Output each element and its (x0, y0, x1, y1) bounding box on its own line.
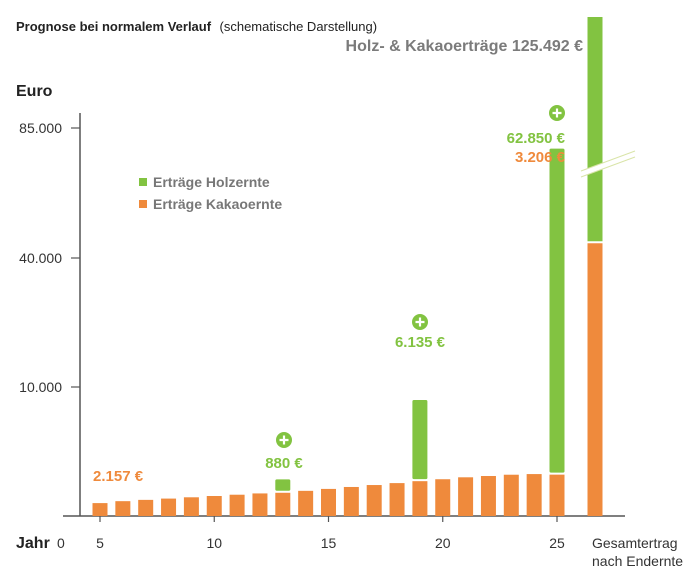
bar-cocoa (412, 481, 428, 516)
bar-cocoa (389, 483, 405, 516)
legend-label-wood: Erträge Holzernte (153, 174, 270, 190)
bar-cocoa (321, 488, 336, 516)
bar-cocoa (503, 474, 519, 516)
x-ticks: 5 10 15 20 25 (96, 516, 565, 551)
x-tick-label: 20 (435, 535, 451, 551)
bar-wood (275, 479, 291, 491)
label-cocoa-25: 3.206 € (515, 149, 566, 166)
legend-label-cocoa: Erträge Kakaoernte (153, 196, 282, 212)
bar-cocoa (183, 497, 199, 516)
total-category-label-line2: nach Endernte (592, 553, 683, 569)
bar-cocoa (435, 479, 451, 516)
bar-wood (549, 148, 565, 473)
legend: Erträge Holzernte Erträge Kakaoernte (139, 174, 282, 212)
bar-cocoa (92, 503, 108, 516)
x-tick-label: 25 (549, 535, 565, 551)
label-total: Holz- & Kakaoerträge 125.492 € (346, 38, 584, 55)
x-tick-label: 15 (321, 535, 337, 551)
axis-break-line (580, 156, 636, 178)
y-tick-label: 40.000 (19, 250, 62, 266)
chart-title-bold: Prognose bei normalem Verlauf (16, 19, 212, 34)
x-tick-label: 5 (96, 535, 104, 551)
bar-cocoa (298, 490, 314, 516)
plus-icon (549, 105, 565, 121)
bar-cocoa (526, 474, 542, 516)
bar-cocoa (229, 494, 245, 516)
bar-cocoa (366, 485, 382, 516)
bar-total-wood (587, 17, 603, 242)
axis-break-line (580, 150, 636, 172)
y-ticks: 85.000 40.000 10.000 (19, 120, 80, 395)
legend-swatch-cocoa (139, 200, 147, 208)
y-tick-label: 85.000 (19, 120, 62, 136)
label-wood-25: 62.850 € (507, 130, 566, 147)
bar-wood (412, 400, 428, 480)
y-axis-label: Euro (16, 83, 53, 100)
x-tick-label: 10 (206, 535, 222, 551)
bar-cocoa (115, 501, 131, 516)
legend-swatch-wood (139, 178, 147, 186)
label-wood-13: 880 € (265, 455, 303, 472)
bar-cocoa (480, 476, 496, 516)
bar-cocoa (138, 499, 154, 516)
bar-cocoa (161, 498, 177, 516)
axis-break-gap (581, 151, 635, 177)
y-tick-label: 10.000 (19, 379, 62, 395)
chart-title: Prognose bei normalem Verlauf (schematis… (16, 18, 377, 35)
bars (92, 17, 636, 516)
bar-cocoa (458, 477, 474, 516)
total-category-label-line1: Gesamtertrag (592, 535, 678, 551)
x-axis-label: Jahr (16, 535, 50, 552)
chart-title-note: (schematische Darstellung) (220, 19, 378, 34)
label-wood-19: 6.135 € (395, 334, 446, 351)
bar-total-cocoa (587, 243, 603, 516)
bar-cocoa (275, 492, 291, 516)
bar-cocoa (206, 496, 222, 516)
bar-cocoa (252, 493, 268, 516)
x-zero-label: 0 (57, 535, 65, 551)
bar-cocoa (549, 474, 565, 516)
plus-icon (412, 314, 428, 330)
bar-cocoa (343, 486, 359, 516)
label-first-cocoa: 2.157 € (93, 468, 144, 485)
plus-icon (276, 432, 292, 448)
